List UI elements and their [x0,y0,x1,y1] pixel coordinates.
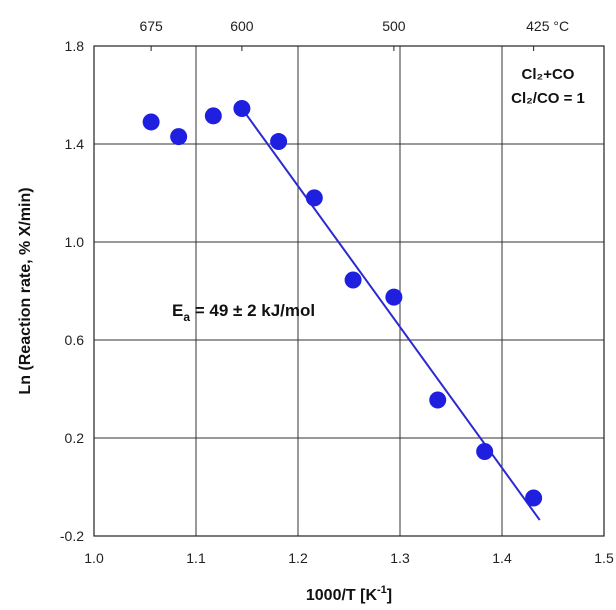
data-point [525,489,543,507]
y-tick-label: -0.2 [60,528,84,544]
x-axis-title: 1000/T [K-1] [306,584,392,604]
y-axis-title: Ln (Reaction rate, % X/min) [17,187,34,394]
data-point [305,189,323,207]
y-tick-labels: -0.2 0.2 0.6 1.0 1.4 1.8 [60,38,84,544]
x-tick-label: 1.1 [186,550,206,566]
x-tick-label: 1.0 [84,550,104,566]
ea-symbol: E [172,301,183,320]
data-point [385,288,403,306]
grid-lines [93,45,605,537]
data-point [170,128,188,146]
top-axis-label: 425 °C [526,18,569,34]
x-axis-title-end: ] [387,587,392,604]
x-tick-labels: 1.0 1.1 1.2 1.3 1.4 1.5 [84,550,614,566]
legend-line-2: Cl₂/CO = 1 [511,90,585,107]
x-axis-title-main: 1000/T [K [306,587,378,604]
data-point [233,99,251,117]
top-axis-labels: 675 600 500 425 °C [139,18,569,51]
data-point [344,271,362,289]
data-point [429,391,447,409]
x-axis-title-sup: -1 [377,584,387,596]
y-tick-label: 1.0 [65,234,85,250]
y-tick-label: 1.8 [65,38,85,54]
data-point [476,442,494,460]
top-axis-label: 500 [382,18,406,34]
plot-frame [93,45,605,537]
y-tick-label: 0.6 [65,332,85,348]
x-tick-label: 1.3 [390,550,410,566]
y-tick-label: 1.4 [65,136,85,152]
data-point [142,113,160,131]
legend-line-1: Cl₂+CO [522,66,575,83]
data-point [204,107,222,125]
x-tick-label: 1.2 [288,550,308,566]
x-tick-label: 1.5 [594,550,614,566]
ea-value: = 49 ± 2 kJ/mol [190,301,315,320]
data-points [142,99,543,507]
ea-subscript: a [183,310,190,324]
x-tick-label: 1.4 [492,550,512,566]
data-point [270,133,288,151]
y-tick-label: 0.2 [65,430,85,446]
top-axis-label: 600 [230,18,254,34]
top-axis-label: 675 [139,18,163,34]
activation-energy-label: Ea = 49 ± 2 kJ/mol [172,301,315,324]
